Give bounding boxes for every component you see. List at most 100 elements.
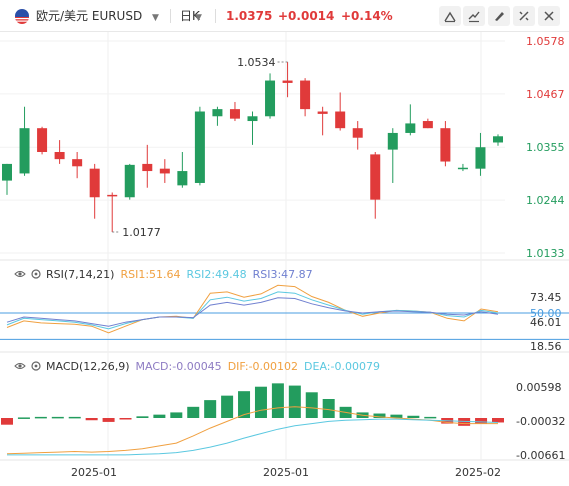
dif-line [6,406,498,455]
macd-histogram-bar [271,383,284,418]
eye-icon[interactable] [14,268,26,280]
macd-histogram-bar [492,418,504,423]
gear-icon[interactable] [30,360,42,372]
macd-tick-label: -0.00661 [516,449,565,462]
rsi1-value: RSI1:51.64 [120,268,181,281]
rsi1-line [6,284,499,334]
indicator-button[interactable] [513,6,535,26]
candle[interactable] [212,109,223,117]
rsi-tick-label: 73.45 [530,291,562,304]
x-axis-label: 2025-01 [263,466,309,479]
rsi-tick-label: 46.01 [530,316,562,329]
candle[interactable] [422,121,433,129]
candle[interactable] [177,171,188,186]
gear-icon[interactable] [30,268,42,280]
macd-histogram-bar [221,395,234,418]
candle[interactable] [440,128,451,162]
macd-value: MACD:-0.00045 [135,360,222,373]
candle[interactable] [72,159,83,167]
indicator-icon [519,11,529,21]
candle[interactable] [457,167,468,170]
candle[interactable] [89,168,100,198]
macd-histogram-bar [68,416,81,419]
symbol-selector[interactable]: 欧元/美元 EURUSD [36,9,143,23]
price-change: +0.0014 [278,9,335,23]
eu-us-flag-icon [15,9,29,24]
candle[interactable] [194,111,205,183]
price-tick-label: 1.0244 [526,194,565,207]
macd-histogram-bar [305,392,318,418]
candle[interactable] [159,168,170,174]
x-axis-label: 2025-01 [71,466,117,479]
rsi-legend: RSI(7,14,21) RSI1:51.64 RSI2:49.48 RSI3:47.… [14,266,319,282]
macd-histogram-bar [204,400,217,418]
last-price: 1.0375 [226,9,273,23]
brush-button[interactable] [488,6,510,26]
chevron-down-icon[interactable]: ▼ [152,13,159,23]
measure-icon [468,11,480,23]
candle[interactable] [124,164,135,198]
eye-icon[interactable] [14,360,26,372]
rsi3-value: RSI3:47.87 [252,268,313,281]
candle[interactable] [387,132,398,150]
rsi3-line [6,297,499,327]
macd-histogram-bar [102,418,115,422]
macd-histogram-bar [85,418,98,421]
price-tick-label: 1.0133 [526,247,565,260]
price-tick-label: 1.0467 [526,88,565,101]
dif-value: DIF:-0.00102 [227,360,299,373]
candle[interactable] [37,128,48,153]
macd-legend: MACD(12,26,9) MACD:-0.00045 DIF:-0.00102 DE… [14,358,386,374]
divider [215,9,216,23]
price-change-pct: +0.14% [341,9,393,23]
price-tick-label: 1.0578 [526,35,565,48]
candle[interactable] [352,128,363,138]
macd-histogram-bar [17,417,30,419]
macd-histogram-bar [407,415,420,418]
candle[interactable] [317,111,328,114]
candle[interactable] [2,163,12,181]
macd-histogram-bar [288,385,301,418]
macd-histogram-bar [458,418,471,426]
macd-histogram-bar [119,418,132,420]
brush-icon [495,12,504,21]
candle[interactable] [335,111,346,129]
chevron-down-icon[interactable]: ▼ [195,13,202,23]
price-tick-label: 1.0355 [526,141,565,154]
dea-value: DEA:-0.00079 [304,360,380,373]
macd-histogram-bar [170,412,183,418]
macd-histogram-bar [322,399,335,418]
x-axis-label: 2025-02 [455,466,501,479]
rsi-tick-label: 18.56 [530,340,562,353]
candle[interactable] [19,128,30,174]
candle[interactable] [229,109,240,119]
macd-histogram-bar [136,416,149,418]
macd-tick-label: -0.00032 [516,415,565,428]
close-button[interactable] [538,6,560,26]
candle[interactable] [405,123,416,133]
rsi2-line [6,291,499,330]
measure-button[interactable] [463,6,485,26]
candle[interactable] [282,80,293,83]
macd-histogram-bar [424,416,437,419]
candle[interactable] [142,163,153,172]
candle[interactable] [107,194,118,197]
candle[interactable] [54,152,65,160]
dea-line [7,418,499,456]
candle[interactable] [247,116,258,122]
candle[interactable] [265,80,276,117]
macd-histogram-bar [373,413,386,418]
candle[interactable] [475,147,486,169]
candle[interactable] [493,136,503,143]
candle[interactable] [300,80,311,110]
interval-selector[interactable]: 日K [180,9,200,23]
rsi-tick-label: 50.00 [530,307,562,320]
high-price-label: 1.0534 [237,56,276,69]
candle[interactable] [370,154,381,200]
rsi2-value: RSI2:49.48 [186,268,247,281]
macd-histogram-bar [187,406,200,418]
draw-button[interactable] [439,6,461,26]
low-price-label: 1.0177 [122,226,161,239]
